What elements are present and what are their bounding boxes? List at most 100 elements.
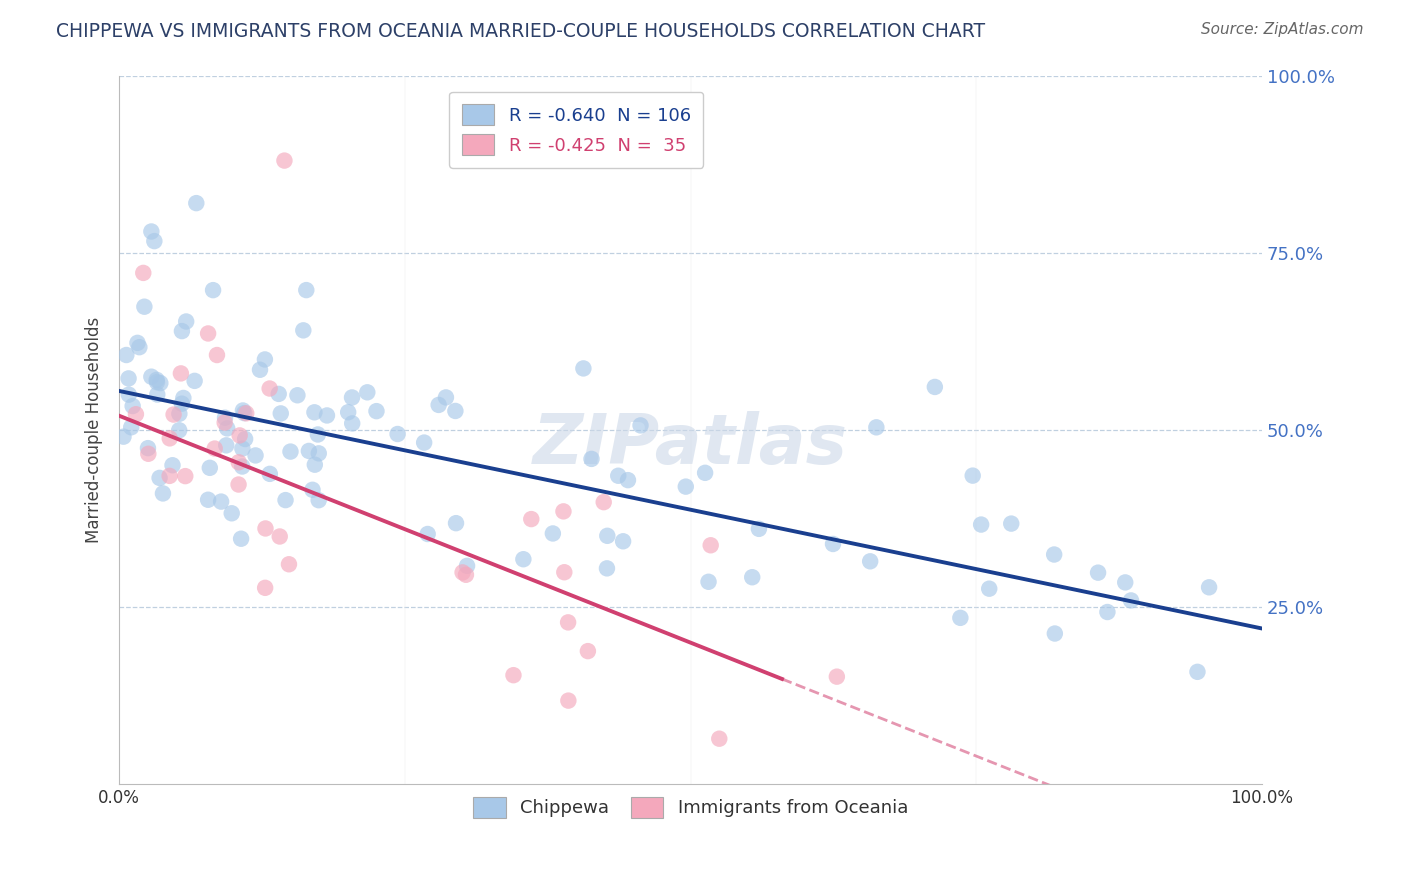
Point <box>825 670 848 684</box>
Point <box>301 483 323 497</box>
Point <box>387 427 409 442</box>
Point <box>292 323 315 337</box>
Point <box>118 387 141 401</box>
Point <box>962 468 984 483</box>
Point <box>434 391 457 405</box>
Point <box>949 611 972 625</box>
Point <box>228 455 250 469</box>
Point <box>174 469 197 483</box>
Point <box>342 417 364 431</box>
Point <box>217 421 239 435</box>
Point <box>444 516 467 531</box>
Point <box>152 486 174 500</box>
Point <box>572 361 595 376</box>
Point <box>205 348 228 362</box>
Point <box>169 407 191 421</box>
Point <box>132 266 155 280</box>
Point <box>215 438 238 452</box>
Point <box>274 493 297 508</box>
Point <box>141 369 163 384</box>
Point <box>121 399 143 413</box>
Point <box>221 506 243 520</box>
Point <box>576 644 599 658</box>
Point <box>136 447 159 461</box>
Point <box>1043 548 1066 562</box>
Point <box>596 561 619 575</box>
Point <box>416 527 439 541</box>
Text: ZIPatlas: ZIPatlas <box>533 410 848 477</box>
Point <box>259 382 281 396</box>
Point <box>308 446 330 460</box>
Point <box>427 398 450 412</box>
Point <box>308 493 330 508</box>
Point <box>675 480 697 494</box>
Point <box>1043 626 1066 640</box>
Point <box>596 529 619 543</box>
Point <box>709 731 731 746</box>
Point <box>209 494 232 508</box>
Point <box>298 444 321 458</box>
Point <box>254 521 277 535</box>
Point <box>134 300 156 314</box>
Point <box>159 431 181 445</box>
Text: CHIPPEWA VS IMMIGRANTS FROM OCEANIA MARRIED-COUPLE HOUSEHOLDS CORRELATION CHART: CHIPPEWA VS IMMIGRANTS FROM OCEANIA MARR… <box>56 22 986 41</box>
Point <box>557 693 579 707</box>
Point <box>1097 605 1119 619</box>
Point <box>366 404 388 418</box>
Point <box>697 574 720 589</box>
Point <box>202 283 225 297</box>
Point <box>456 558 478 573</box>
Point <box>278 558 301 572</box>
Point <box>233 432 256 446</box>
Point <box>699 538 721 552</box>
Point <box>612 534 634 549</box>
Point <box>630 418 652 433</box>
Point <box>1087 566 1109 580</box>
Point <box>267 387 290 401</box>
Point <box>174 314 197 328</box>
Point <box>117 371 139 385</box>
Point <box>444 404 467 418</box>
Point <box>269 529 291 543</box>
Point <box>413 435 436 450</box>
Point <box>170 397 193 411</box>
Point <box>295 283 318 297</box>
Point <box>162 458 184 473</box>
Point <box>748 522 770 536</box>
Point <box>228 477 250 491</box>
Point <box>229 532 252 546</box>
Point <box>204 442 226 456</box>
Point <box>859 554 882 568</box>
Point <box>149 376 172 390</box>
Point <box>924 380 946 394</box>
Point <box>307 427 329 442</box>
Point <box>183 374 205 388</box>
Point <box>287 388 309 402</box>
Text: Source: ZipAtlas.com: Source: ZipAtlas.com <box>1201 22 1364 37</box>
Point <box>304 458 326 472</box>
Y-axis label: Married-couple Households: Married-couple Households <box>86 317 103 543</box>
Point <box>1114 575 1136 590</box>
Point <box>607 468 630 483</box>
Point <box>340 391 363 405</box>
Legend: Chippewa, Immigrants from Oceania: Chippewa, Immigrants from Oceania <box>465 789 915 825</box>
Point <box>198 460 221 475</box>
Point <box>454 567 477 582</box>
Point <box>1198 580 1220 594</box>
Point <box>197 326 219 341</box>
Point <box>741 570 763 584</box>
Point <box>172 391 194 405</box>
Point <box>581 451 603 466</box>
Point <box>557 615 579 630</box>
Point <box>115 348 138 362</box>
Point <box>865 420 887 434</box>
Point <box>254 581 277 595</box>
Point <box>259 467 281 481</box>
Point <box>231 459 253 474</box>
Point <box>502 668 524 682</box>
Point <box>232 403 254 417</box>
Point <box>146 375 169 389</box>
Point <box>231 442 253 456</box>
Point <box>273 153 295 168</box>
Point <box>186 196 208 211</box>
